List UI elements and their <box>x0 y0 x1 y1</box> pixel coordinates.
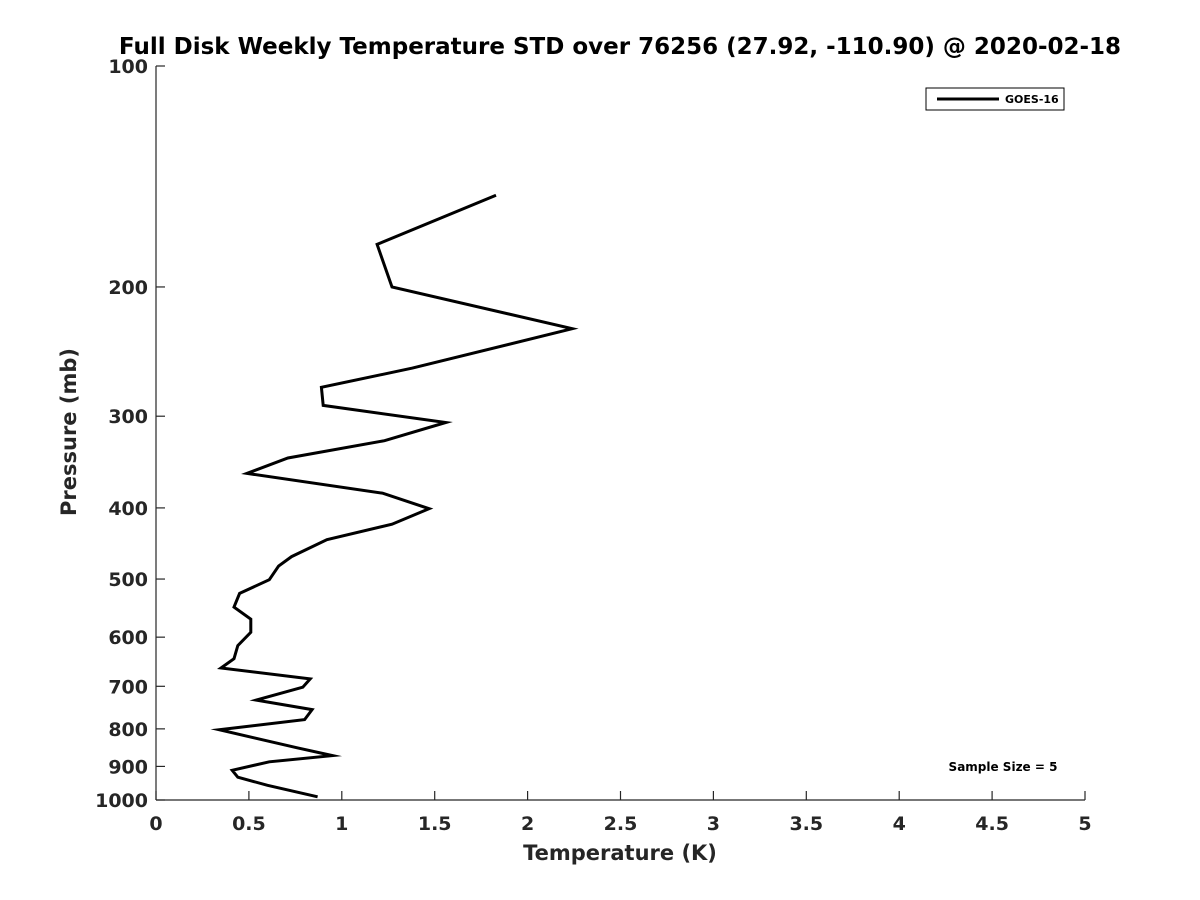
x-tick-label: 5 <box>1078 813 1091 835</box>
y-tick-label: 600 <box>108 627 148 649</box>
sample-size-annotation: Sample Size = 5 <box>949 760 1058 774</box>
y-tick-label: 700 <box>108 676 148 698</box>
y-tick-label: 300 <box>108 406 148 428</box>
series-line-goes-16 <box>210 193 579 799</box>
y-tick-label: 100 <box>108 56 148 78</box>
y-tick-label: 200 <box>108 277 148 299</box>
y-tick-label: 400 <box>108 498 148 520</box>
y-tick-label: 500 <box>108 569 148 591</box>
y-tick-label: 800 <box>108 719 148 741</box>
y-axis-ticks: 100 200 300 400 500 600 700 800 900 1000 <box>95 56 165 812</box>
x-tick-label: 0 <box>149 813 162 835</box>
x-tick-label: 1.5 <box>418 813 452 835</box>
x-tick-label: 3.5 <box>789 813 823 835</box>
y-axis-label: Pressure (mb) <box>57 348 81 516</box>
x-tick-label: 2.5 <box>604 813 638 835</box>
x-tick-label: 4.5 <box>975 813 1009 835</box>
chart-title: Full Disk Weekly Temperature STD over 76… <box>119 34 1121 60</box>
legend-label-goes-16: GOES-16 <box>1005 93 1059 106</box>
series-layer <box>210 193 579 799</box>
x-tick-label: 0.5 <box>232 813 266 835</box>
x-tick-label: 2 <box>521 813 534 835</box>
x-tick-label: 3 <box>707 813 720 835</box>
x-axis-ticks: 0 0.5 1 1.5 2 2.5 3 3.5 4 4.5 5 <box>149 791 1092 835</box>
legend: GOES-16 <box>925 87 1065 111</box>
x-tick-label: 1 <box>335 813 348 835</box>
y-tick-label: 900 <box>108 756 148 778</box>
y-tick-label: 1000 <box>95 790 148 812</box>
x-axis-label: Temperature (K) <box>523 841 717 865</box>
x-tick-label: 4 <box>893 813 906 835</box>
